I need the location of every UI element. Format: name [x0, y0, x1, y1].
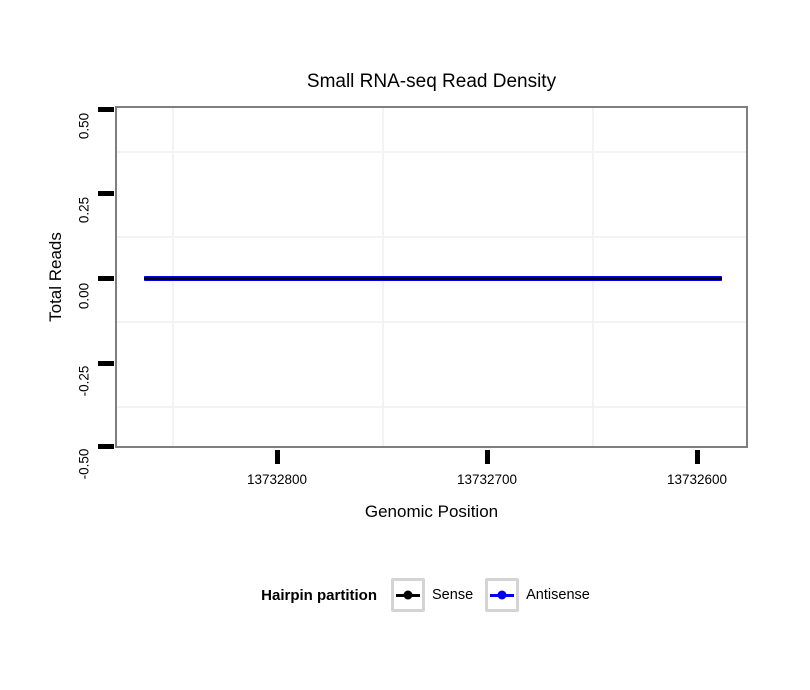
x-tick-label: 13732700 [456, 472, 518, 487]
x-tick-mark [275, 450, 280, 464]
x-tick-mark [695, 450, 700, 464]
legend: Hairpin partition Sense Antisense [115, 575, 748, 615]
y-tick-mark [98, 276, 114, 281]
sense-point-icon [403, 590, 413, 600]
y-tick-label: 0.25 [76, 196, 92, 224]
x-tick-label: 13732600 [666, 472, 728, 487]
plot-title: Small RNA-seq Read Density [306, 71, 557, 92]
x-tick-label: 13732800 [246, 472, 308, 487]
minor-gridline-horizontal [117, 321, 746, 323]
y-tick-mark [98, 107, 114, 112]
legend-label-sense: Sense [432, 587, 474, 603]
x-axis-title: Genomic Position [364, 502, 499, 521]
x-tick-mark [485, 450, 490, 464]
y-tick-label: -0.25 [76, 365, 92, 397]
minor-gridline-horizontal [117, 236, 746, 238]
y-tick-mark [98, 191, 114, 196]
legend-title: Hairpin partition [261, 586, 378, 604]
y-tick-label: -0.50 [76, 448, 92, 480]
legend-label-antisense: Antisense [526, 587, 590, 603]
y-axis-title: Total Reads [46, 232, 65, 322]
antisense-legend-key [485, 578, 520, 612]
sense-series-line [144, 277, 722, 280]
minor-gridline-horizontal [117, 151, 746, 153]
plot-panel [115, 106, 748, 448]
y-tick-mark [98, 361, 114, 366]
y-tick-label: 0.50 [76, 112, 92, 140]
antisense-point-icon [497, 590, 507, 600]
y-tick-label: 0.00 [76, 282, 92, 310]
sense-legend-key [391, 578, 426, 612]
minor-gridline-horizontal [117, 406, 746, 408]
y-tick-mark [98, 444, 114, 449]
